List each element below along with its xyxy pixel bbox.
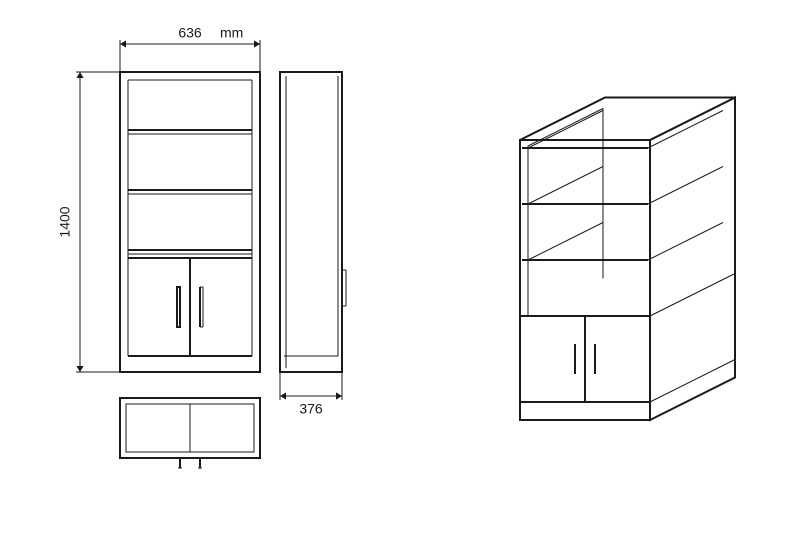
dim-width: 636	[178, 25, 202, 41]
isometric-view	[520, 98, 735, 421]
top-view	[120, 398, 260, 468]
technical-drawing: 636 mm 1400 376	[0, 0, 800, 533]
dim-height: 1400	[57, 206, 73, 237]
front-view	[120, 72, 260, 372]
dim-depth: 376	[299, 401, 323, 417]
unit-label: mm	[220, 25, 243, 41]
side-view	[280, 72, 346, 372]
